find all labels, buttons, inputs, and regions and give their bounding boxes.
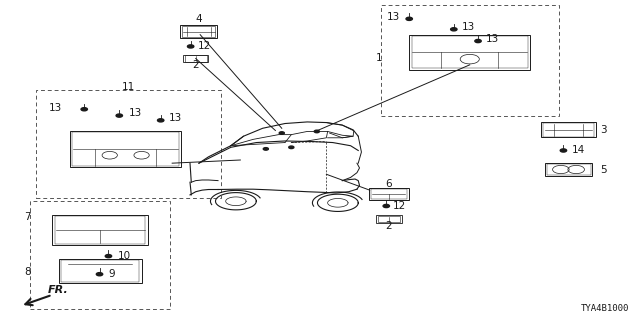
- Text: 2: 2: [385, 221, 392, 231]
- Text: 5: 5: [600, 165, 607, 175]
- Bar: [59, 259, 141, 283]
- Circle shape: [157, 119, 164, 122]
- Text: 11: 11: [122, 82, 136, 92]
- Bar: [545, 163, 593, 176]
- Text: 13: 13: [49, 103, 63, 113]
- Bar: [30, 201, 170, 309]
- Text: 7: 7: [24, 212, 31, 222]
- Circle shape: [289, 146, 294, 148]
- Text: 12: 12: [394, 201, 406, 211]
- Bar: [182, 26, 216, 37]
- Circle shape: [188, 45, 194, 48]
- Bar: [543, 123, 594, 137]
- Circle shape: [279, 132, 284, 134]
- Text: 13: 13: [461, 22, 475, 32]
- Bar: [52, 215, 148, 245]
- Circle shape: [475, 39, 481, 43]
- Bar: [61, 260, 139, 282]
- Bar: [371, 189, 406, 199]
- Circle shape: [97, 273, 102, 276]
- Circle shape: [314, 130, 319, 133]
- Circle shape: [560, 149, 566, 152]
- Circle shape: [406, 17, 412, 20]
- Bar: [36, 90, 221, 198]
- Bar: [378, 216, 399, 222]
- Text: TYA4B1000: TYA4B1000: [580, 304, 629, 313]
- Text: 4: 4: [196, 14, 202, 24]
- Bar: [409, 35, 531, 69]
- Circle shape: [451, 28, 457, 31]
- Bar: [541, 122, 596, 138]
- Text: 13: 13: [129, 108, 142, 118]
- Circle shape: [263, 148, 268, 150]
- Text: 13: 13: [168, 113, 182, 123]
- Text: 9: 9: [108, 269, 115, 279]
- Bar: [55, 216, 145, 244]
- Bar: [412, 36, 528, 68]
- Text: 8: 8: [24, 267, 31, 277]
- Bar: [185, 55, 207, 61]
- Text: 14: 14: [572, 146, 585, 156]
- Bar: [180, 25, 218, 38]
- Text: 6: 6: [385, 179, 392, 189]
- Text: 10: 10: [117, 251, 131, 261]
- Bar: [183, 54, 209, 62]
- Bar: [72, 132, 179, 166]
- Circle shape: [105, 254, 111, 258]
- Text: 13: 13: [486, 34, 499, 44]
- Text: 13: 13: [387, 12, 399, 22]
- Text: 1: 1: [376, 53, 383, 63]
- Bar: [369, 188, 408, 200]
- Text: 3: 3: [600, 125, 607, 135]
- Text: FR.: FR.: [47, 285, 68, 295]
- Bar: [70, 131, 181, 167]
- Circle shape: [81, 108, 88, 111]
- Circle shape: [383, 204, 390, 208]
- Text: 12: 12: [198, 41, 211, 52]
- Bar: [381, 4, 559, 116]
- Bar: [376, 215, 401, 223]
- Text: 2: 2: [193, 60, 199, 70]
- Bar: [547, 164, 591, 175]
- Circle shape: [116, 114, 122, 117]
